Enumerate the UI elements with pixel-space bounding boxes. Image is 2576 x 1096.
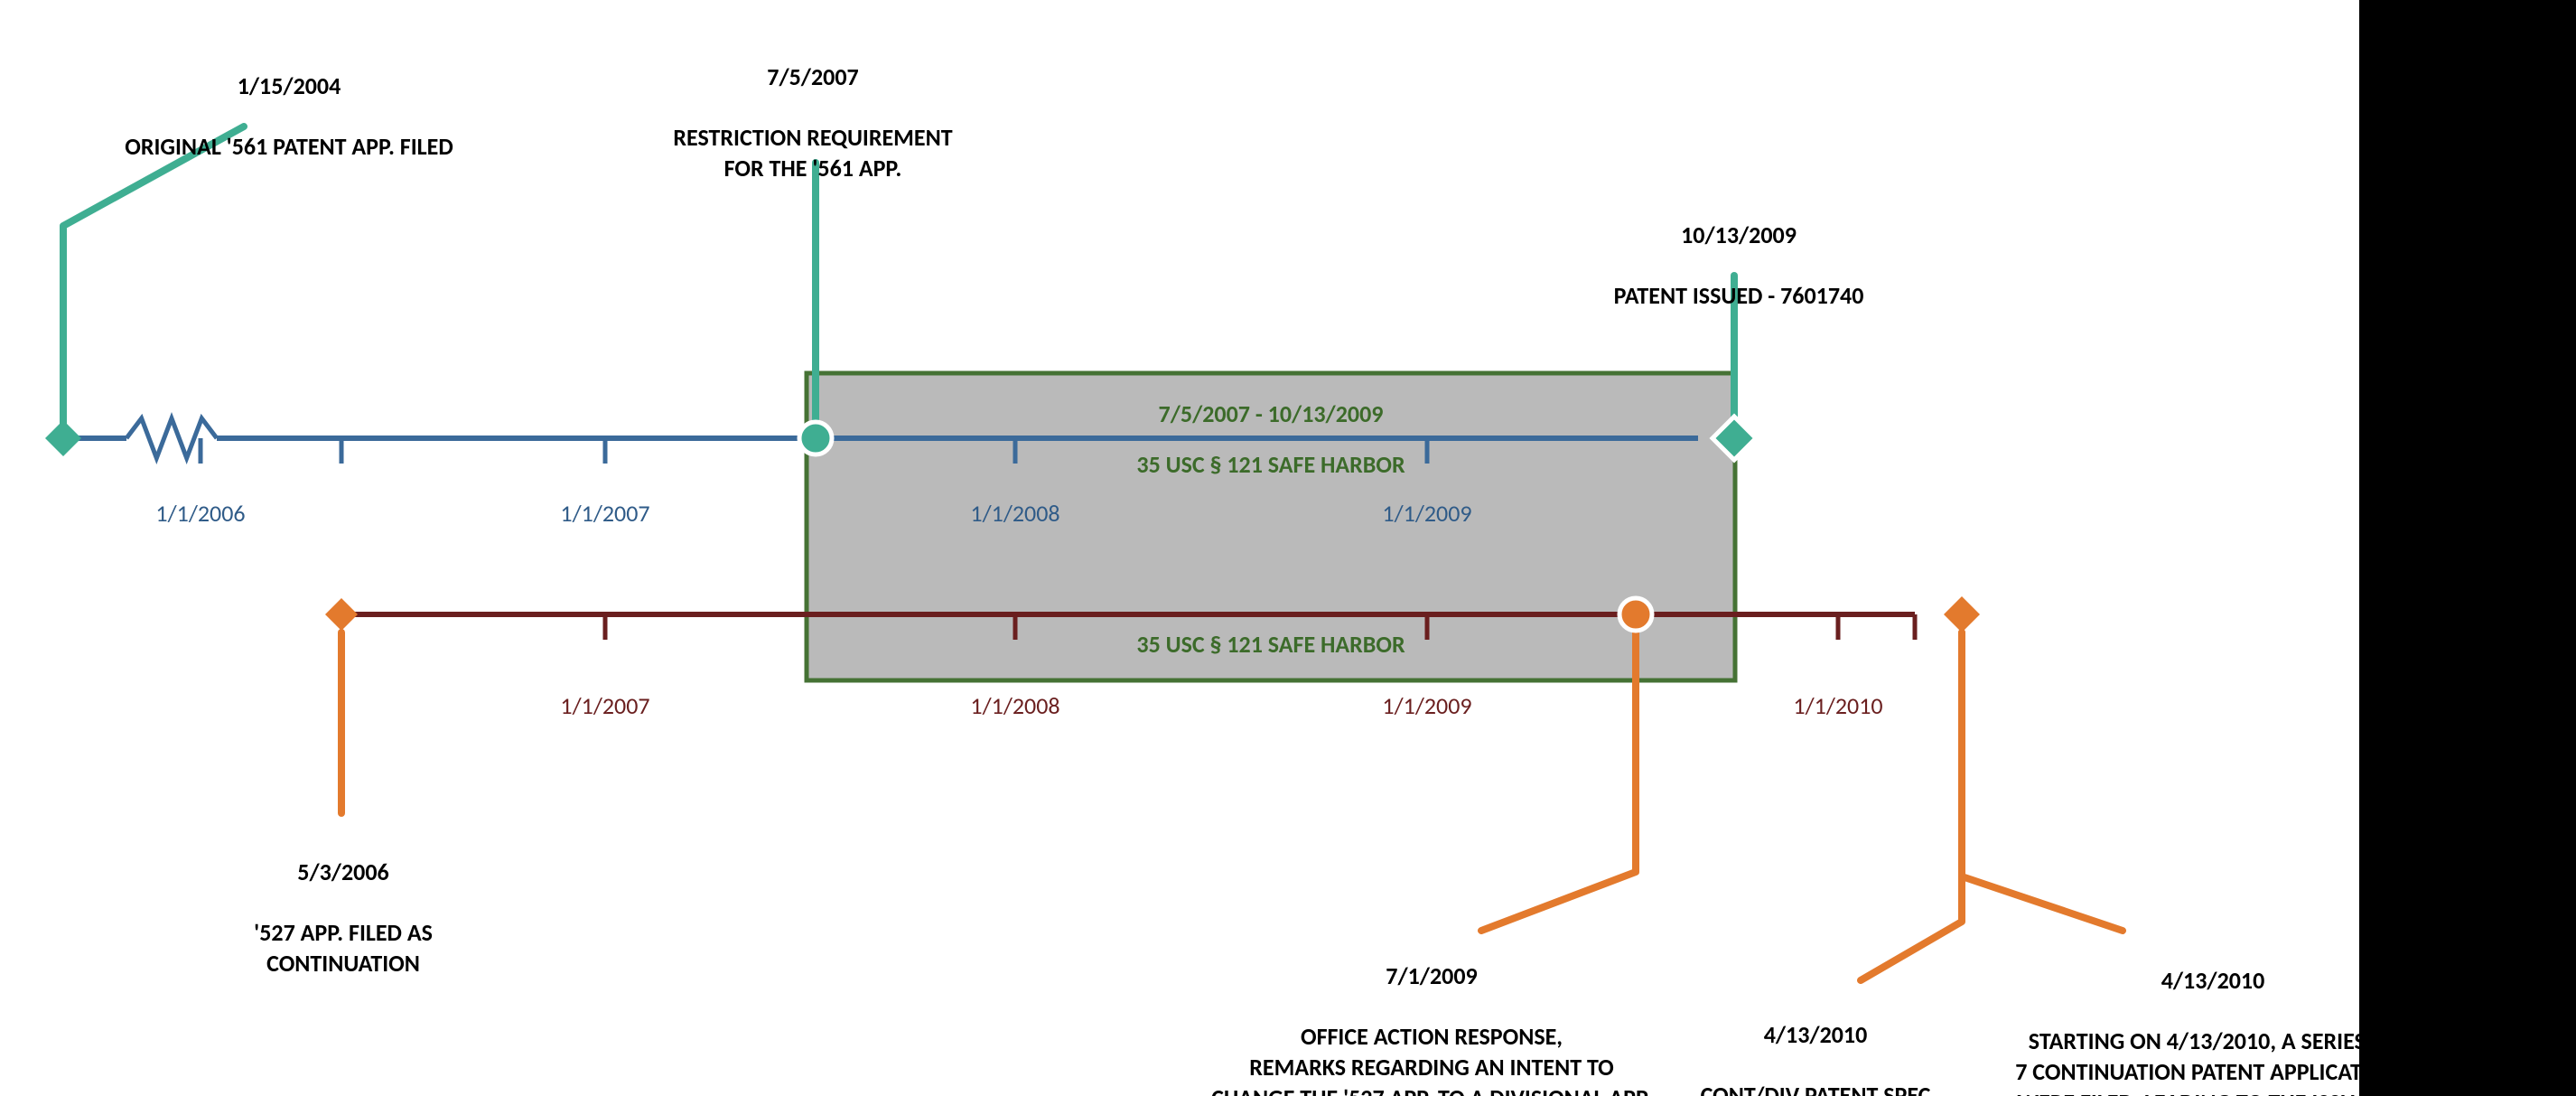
event-date: 7/1/2009 bbox=[1102, 961, 1761, 992]
event-text: STARTING ON 4/13/2010, A SERIES OF 7 CON… bbox=[1924, 1026, 2502, 1096]
event-527-filed: 5/3/2006 '527 APP. FILED AS CONTINUATION bbox=[181, 827, 506, 1010]
svg-text:1/1/2008: 1/1/2008 bbox=[970, 691, 1059, 720]
event-text: RESTRICTION REQUIREMENT FOR THE '561 APP… bbox=[605, 123, 1021, 184]
svg-text:1/1/2009: 1/1/2009 bbox=[1382, 691, 1471, 720]
svg-text:1/1/2010: 1/1/2010 bbox=[1793, 691, 1882, 720]
event-date: 1/15/2004 bbox=[0, 71, 578, 102]
timeline-diagram: 7/5/2007 - 10/13/2009 35 USC § 121 SAFE H… bbox=[0, 0, 2576, 1096]
event-date: 7/5/2007 bbox=[605, 62, 1021, 93]
event-date: 4/13/2010 bbox=[1924, 966, 2502, 997]
svg-text:35 USC § 121 SAFE HARBOR: 35 USC § 121 SAFE HARBOR bbox=[1136, 450, 1405, 479]
event-text: ORIGINAL '561 PATENT APP. FILED bbox=[0, 132, 578, 163]
svg-text:1/1/2006: 1/1/2006 bbox=[155, 499, 245, 528]
svg-text:1/1/2008: 1/1/2008 bbox=[970, 499, 1059, 528]
event-patent-issued: 10/13/2009 PATENT ISSUED - 7601740 bbox=[1535, 190, 1942, 342]
svg-text:1/1/2007: 1/1/2007 bbox=[560, 499, 649, 528]
svg-text:7/5/2007 - 10/13/2009: 7/5/2007 - 10/13/2009 bbox=[1159, 399, 1384, 428]
svg-text:35 USC § 121 SAFE HARBOR: 35 USC § 121 SAFE HARBOR bbox=[1136, 630, 1405, 659]
event-text: PATENT ISSUED - 7601740 bbox=[1535, 281, 1942, 312]
event-continuations: 4/13/2010 STARTING ON 4/13/2010, A SERIE… bbox=[1924, 935, 2502, 1096]
svg-text:1/1/2007: 1/1/2007 bbox=[560, 691, 649, 720]
event-date: 5/3/2006 bbox=[181, 857, 506, 888]
event-text: '527 APP. FILED AS CONTINUATION bbox=[181, 918, 506, 979]
event-restriction-req: 7/5/2007 RESTRICTION REQUIREMENT FOR THE… bbox=[605, 32, 1021, 215]
svg-text:1/1/2009: 1/1/2009 bbox=[1382, 499, 1471, 528]
event-original-561: 1/15/2004 ORIGINAL '561 PATENT APP. FILE… bbox=[0, 41, 578, 193]
event-date: 10/13/2009 bbox=[1535, 220, 1942, 251]
